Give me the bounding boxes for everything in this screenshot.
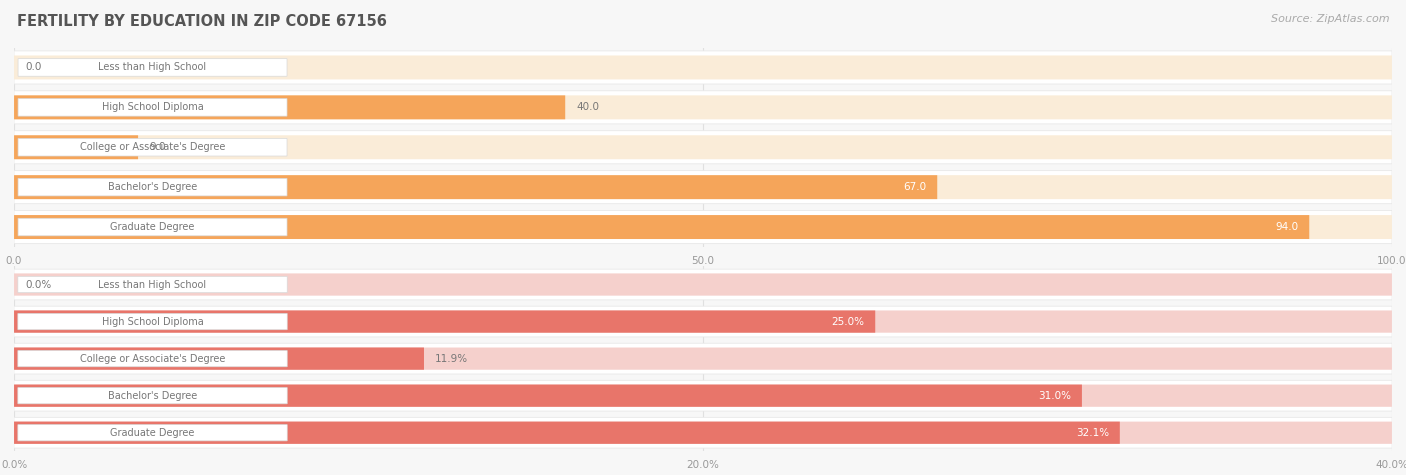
FancyBboxPatch shape xyxy=(18,276,287,293)
Text: 0.0%: 0.0% xyxy=(25,279,52,290)
FancyBboxPatch shape xyxy=(14,135,138,159)
FancyBboxPatch shape xyxy=(14,131,1392,164)
Text: Graduate Degree: Graduate Degree xyxy=(110,222,194,232)
FancyBboxPatch shape xyxy=(14,380,1392,411)
Text: 11.9%: 11.9% xyxy=(434,353,468,364)
Text: College or Associate's Degree: College or Associate's Degree xyxy=(80,142,225,152)
Text: Less than High School: Less than High School xyxy=(98,62,207,73)
Text: 94.0: 94.0 xyxy=(1275,222,1298,232)
FancyBboxPatch shape xyxy=(18,351,287,367)
Text: 40.0: 40.0 xyxy=(576,102,599,113)
FancyBboxPatch shape xyxy=(18,99,287,116)
FancyBboxPatch shape xyxy=(14,215,1392,239)
FancyBboxPatch shape xyxy=(14,311,1392,332)
FancyBboxPatch shape xyxy=(18,314,287,330)
FancyBboxPatch shape xyxy=(14,210,1392,244)
Text: Graduate Degree: Graduate Degree xyxy=(110,428,194,438)
FancyBboxPatch shape xyxy=(14,348,1392,370)
FancyBboxPatch shape xyxy=(14,175,1392,199)
FancyBboxPatch shape xyxy=(18,388,287,404)
FancyBboxPatch shape xyxy=(14,175,938,199)
Text: Bachelor's Degree: Bachelor's Degree xyxy=(108,390,197,401)
Text: High School Diploma: High School Diploma xyxy=(101,316,204,327)
FancyBboxPatch shape xyxy=(14,95,565,119)
FancyBboxPatch shape xyxy=(18,59,287,76)
FancyBboxPatch shape xyxy=(14,171,1392,204)
FancyBboxPatch shape xyxy=(18,425,287,441)
FancyBboxPatch shape xyxy=(14,311,875,332)
FancyBboxPatch shape xyxy=(14,343,1392,374)
Text: Less than High School: Less than High School xyxy=(98,279,207,290)
FancyBboxPatch shape xyxy=(14,56,1392,79)
Text: High School Diploma: High School Diploma xyxy=(101,102,204,113)
FancyBboxPatch shape xyxy=(14,385,1083,407)
Text: 25.0%: 25.0% xyxy=(831,316,865,327)
FancyBboxPatch shape xyxy=(14,91,1392,124)
FancyBboxPatch shape xyxy=(14,385,1392,407)
FancyBboxPatch shape xyxy=(18,179,287,196)
FancyBboxPatch shape xyxy=(14,215,1309,239)
Text: Bachelor's Degree: Bachelor's Degree xyxy=(108,182,197,192)
FancyBboxPatch shape xyxy=(14,274,1392,295)
Text: Source: ZipAtlas.com: Source: ZipAtlas.com xyxy=(1271,14,1389,24)
FancyBboxPatch shape xyxy=(14,51,1392,84)
FancyBboxPatch shape xyxy=(14,418,1392,448)
Text: College or Associate's Degree: College or Associate's Degree xyxy=(80,353,225,364)
FancyBboxPatch shape xyxy=(14,348,425,370)
FancyBboxPatch shape xyxy=(18,218,287,236)
FancyBboxPatch shape xyxy=(18,139,287,156)
FancyBboxPatch shape xyxy=(14,306,1392,337)
Text: 32.1%: 32.1% xyxy=(1076,428,1109,438)
FancyBboxPatch shape xyxy=(14,269,1392,300)
Text: FERTILITY BY EDUCATION IN ZIP CODE 67156: FERTILITY BY EDUCATION IN ZIP CODE 67156 xyxy=(17,14,387,29)
FancyBboxPatch shape xyxy=(14,422,1119,444)
FancyBboxPatch shape xyxy=(14,135,1392,159)
Text: 9.0: 9.0 xyxy=(149,142,166,152)
FancyBboxPatch shape xyxy=(14,422,1392,444)
Text: 67.0: 67.0 xyxy=(903,182,927,192)
Text: 31.0%: 31.0% xyxy=(1038,390,1071,401)
FancyBboxPatch shape xyxy=(14,95,1392,119)
Text: 0.0: 0.0 xyxy=(25,62,41,73)
